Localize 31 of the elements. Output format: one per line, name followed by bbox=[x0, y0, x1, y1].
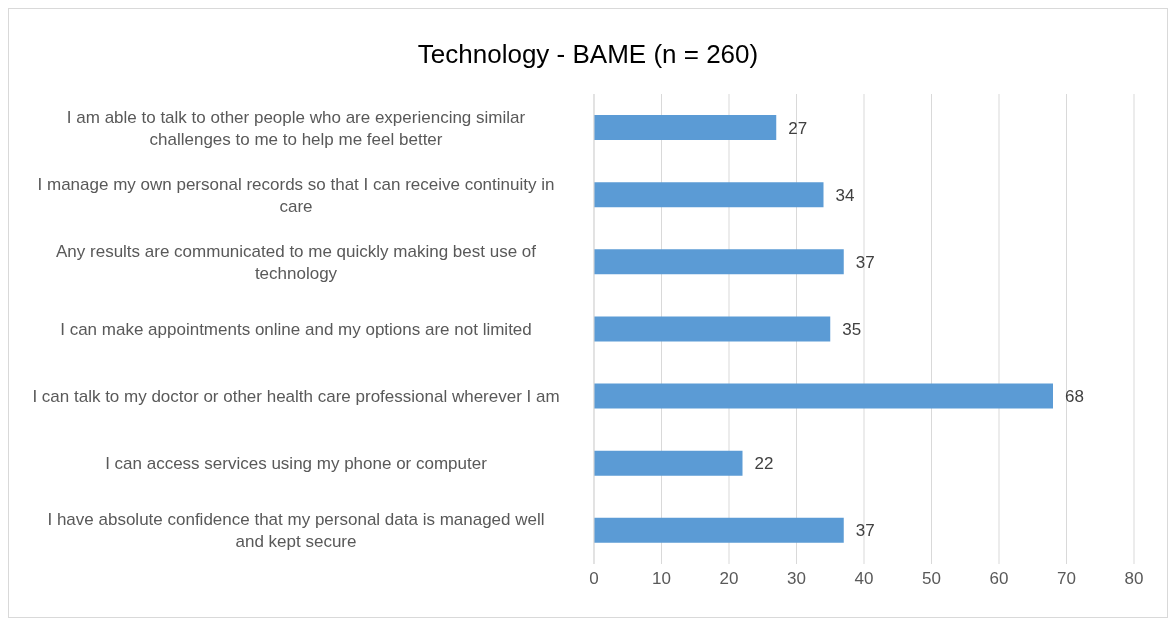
data-label: 22 bbox=[754, 454, 774, 474]
bar bbox=[594, 249, 844, 275]
bar bbox=[594, 383, 1053, 409]
x-tick-label: 30 bbox=[787, 569, 806, 589]
data-label: 34 bbox=[835, 185, 855, 205]
bar bbox=[594, 450, 743, 476]
x-tick-label: 50 bbox=[922, 569, 941, 589]
x-tick-label: 70 bbox=[1057, 569, 1076, 589]
data-label: 27 bbox=[788, 118, 808, 138]
x-tick-label: 80 bbox=[1124, 569, 1144, 589]
y-tick-label: I am able to talk to other people who are experiencing similar challenges to me to help me feel better bbox=[66, 107, 526, 149]
bar bbox=[594, 182, 824, 208]
x-tick-label: 20 bbox=[719, 569, 739, 589]
chart-title: Technology - BAME (n = 260) bbox=[416, 38, 760, 71]
data-label: 68 bbox=[1065, 387, 1084, 407]
x-tick-label: 0 bbox=[589, 569, 599, 589]
x-tick-label: 10 bbox=[652, 569, 671, 589]
data-label: 35 bbox=[842, 319, 862, 339]
y-tick-label: I can access services using my phone or computer bbox=[105, 453, 488, 473]
x-tick-label: 60 bbox=[989, 569, 1009, 589]
y-tick-label: I can talk to my doctor or other health care professional wherever I am bbox=[32, 386, 560, 406]
bar bbox=[594, 316, 831, 342]
y-tick-label: I can make appointments online and my options are not limited bbox=[60, 319, 532, 339]
bar bbox=[594, 517, 844, 543]
data-label: 37 bbox=[855, 252, 875, 272]
y-tick-label: I have absolute confidence that my personal data is managed well and kept secure bbox=[47, 509, 545, 551]
y-tick-label: I manage my own personal records so that I can receive continuity in care bbox=[37, 174, 555, 216]
bar bbox=[594, 115, 777, 140]
data-label: 37 bbox=[855, 521, 875, 541]
y-tick-label: Any results are communicated to me quickly making best use of technology bbox=[56, 241, 537, 283]
x-tick-label: 40 bbox=[854, 569, 874, 589]
